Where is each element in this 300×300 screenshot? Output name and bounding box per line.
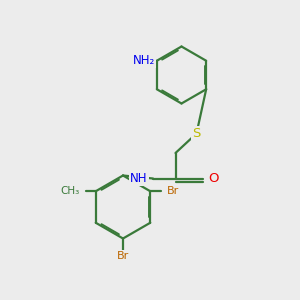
Text: CH₃: CH₃ xyxy=(61,186,80,196)
Text: Br: Br xyxy=(117,251,129,261)
Text: Br: Br xyxy=(167,186,179,196)
Text: NH: NH xyxy=(130,172,148,185)
Text: S: S xyxy=(192,127,201,140)
Text: O: O xyxy=(208,172,219,185)
Text: NH₂: NH₂ xyxy=(133,54,155,67)
